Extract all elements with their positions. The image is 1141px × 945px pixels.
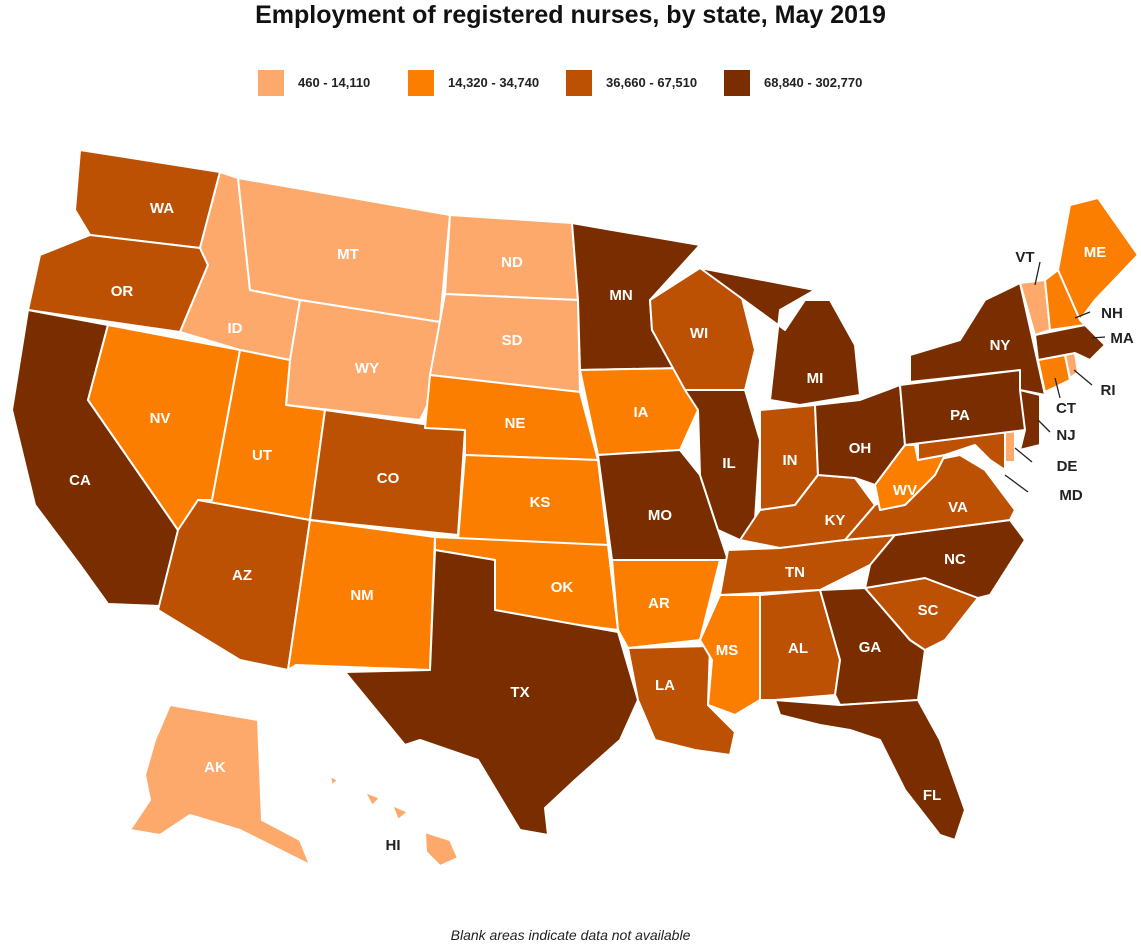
state-label-md: MD (1059, 487, 1082, 504)
state-label-oh: OH (849, 440, 872, 457)
state-label-va: VA (948, 499, 968, 516)
state-label-mi: MI (807, 370, 824, 387)
state-me[interactable] (1057, 197, 1139, 321)
footnote: Blank areas indicate data not available (450, 927, 691, 943)
legend-label: 68,840 - 302,770 (764, 75, 863, 90)
leader-line (1073, 369, 1093, 386)
state-label-sd: SD (502, 332, 523, 349)
state-label-ma: MA (1110, 330, 1133, 347)
state-hi-islands[interactable] (329, 775, 409, 821)
legend-swatch (566, 70, 592, 96)
state-la[interactable] (627, 645, 736, 756)
state-fl[interactable] (774, 699, 966, 841)
state-az[interactable] (157, 499, 311, 671)
state-label-la: LA (655, 677, 675, 694)
legend-label: 36,660 - 67,510 (606, 75, 698, 90)
leader-line (1014, 447, 1033, 463)
state-label-nd: ND (501, 254, 523, 271)
state-label-mn: MN (609, 287, 632, 304)
legend-swatch (258, 70, 284, 96)
state-label-mo: MO (648, 507, 672, 524)
state-label-nv: NV (150, 410, 171, 427)
state-label-pa: PA (950, 407, 970, 424)
state-label-wy: WY (355, 360, 379, 377)
state-label-ia: IA (634, 404, 649, 421)
state-label-ok: OK (551, 579, 574, 596)
state-nh[interactable] (1044, 269, 1086, 331)
state-mi[interactable] (699, 267, 861, 406)
state-label-ct: CT (1056, 400, 1076, 417)
leader-line (1037, 419, 1051, 433)
state-label-al: AL (788, 640, 808, 657)
state-label-nh: NH (1101, 305, 1123, 322)
state-label-nc: NC (944, 551, 966, 568)
leader-line (1004, 474, 1029, 493)
map-title: Employment of registered nurses, by stat… (255, 1, 886, 29)
state-label-in: IN (783, 452, 798, 469)
state-label-hi: HI (386, 837, 401, 854)
state-label-ri: RI (1101, 382, 1116, 399)
state-label-co: CO (377, 470, 400, 487)
leader-line (1034, 261, 1041, 286)
state-label-ks: KS (530, 494, 551, 511)
legend-swatch (408, 70, 434, 96)
state-ar[interactable] (611, 559, 721, 649)
state-label-ca: CA (69, 472, 91, 489)
state-label-fl: FL (923, 787, 941, 804)
state-label-ar: AR (648, 595, 670, 612)
state-label-ny: NY (990, 337, 1011, 354)
state-label-az: AZ (232, 567, 252, 584)
state-wa[interactable] (74, 149, 221, 249)
state-label-wi: WI (690, 325, 708, 342)
state-label-tx: TX (510, 684, 529, 701)
state-label-il: IL (722, 455, 735, 472)
state-label-ga: GA (859, 639, 882, 656)
state-label-id: ID (228, 320, 243, 337)
state-label-vt: VT (1015, 249, 1034, 266)
leader-line (1074, 311, 1091, 319)
state-label-ms: MS (716, 642, 739, 659)
state-label-de: DE (1057, 458, 1078, 475)
state-label-wv: WV (893, 482, 917, 499)
state-label-mt: MT (337, 246, 359, 263)
leader-line (1091, 336, 1106, 339)
state-ak[interactable] (129, 704, 311, 866)
state-label-sc: SC (918, 602, 939, 619)
state-label-ut: UT (252, 447, 272, 464)
legend-swatch (724, 70, 750, 96)
state-label-wa: WA (150, 200, 174, 217)
state-nm[interactable] (287, 519, 436, 671)
state-label-me: ME (1084, 244, 1107, 261)
state-ia[interactable] (579, 367, 699, 456)
state-label-ky: KY (825, 512, 846, 529)
state-label-ne: NE (505, 415, 526, 432)
state-nj[interactable] (1019, 389, 1041, 451)
state-hi[interactable] (424, 831, 459, 867)
legend-label: 460 - 14,110 (298, 75, 371, 90)
state-label-tn: TN (785, 564, 805, 581)
state-label-or: OR (111, 283, 134, 300)
state-label-nm: NM (350, 587, 373, 604)
state-label-ak: AK (204, 759, 226, 776)
legend-label: 14,320 - 34,740 (448, 75, 540, 90)
state-tx[interactable] (344, 549, 639, 836)
state-label-nj: NJ (1056, 427, 1075, 444)
leader-line (1054, 377, 1061, 399)
